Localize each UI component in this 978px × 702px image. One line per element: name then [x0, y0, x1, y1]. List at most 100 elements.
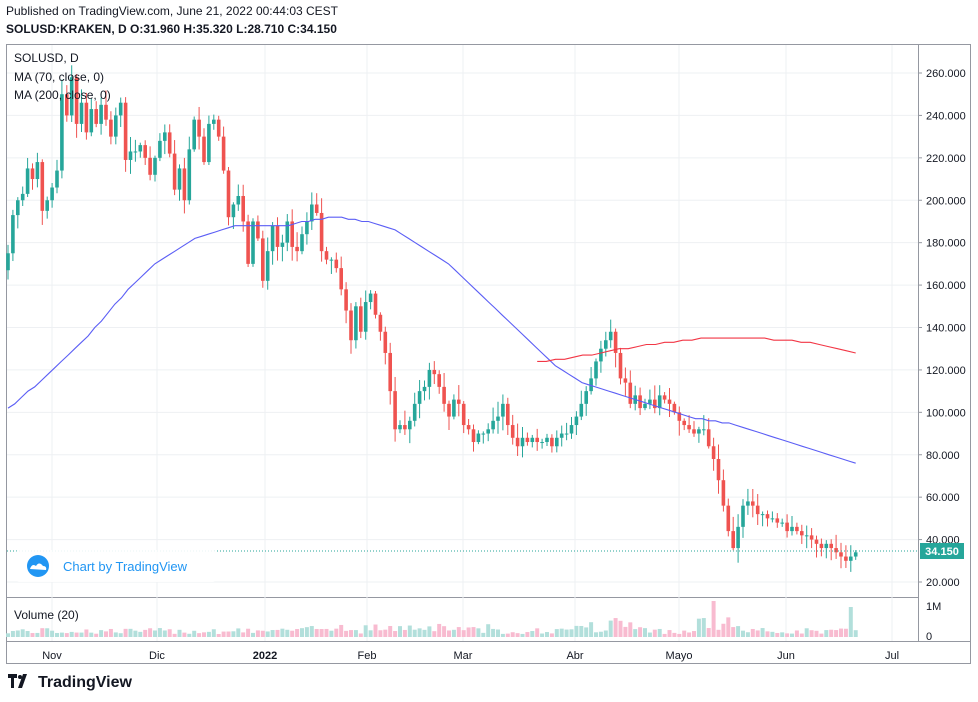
volume-bar [721, 623, 726, 637]
volume-bar [255, 630, 260, 637]
candle-body [550, 437, 554, 447]
candle-body [285, 221, 290, 243]
volume-bar [260, 630, 265, 637]
volume-bar [711, 601, 716, 637]
candle-body [760, 514, 765, 516]
volume-tick-label: 0 [926, 631, 932, 643]
candle-body [697, 429, 701, 434]
x-tick-label: 2022 [253, 650, 277, 662]
candle-body [65, 94, 69, 116]
candle-body [172, 153, 177, 190]
volume-bar [309, 626, 314, 637]
volume-bar [10, 630, 15, 637]
candle-body [569, 425, 574, 434]
volume-bar [741, 630, 745, 637]
candle-body [143, 145, 147, 158]
last-price-tag [920, 543, 964, 559]
volume-bar [843, 628, 848, 637]
candle-body [834, 548, 838, 553]
candle-body [427, 369, 432, 387]
volume-bar [412, 629, 417, 637]
candle-body [452, 399, 456, 417]
candle-body [824, 543, 829, 549]
ma70-line [7, 216, 856, 464]
candle-body [403, 425, 407, 430]
candle-body [466, 425, 471, 430]
candle-body [457, 399, 461, 404]
volume-bar [584, 627, 589, 637]
candle-body [486, 429, 490, 434]
volume-bar [172, 633, 177, 637]
volume-bar [182, 632, 187, 637]
volume-bar [750, 628, 755, 637]
volume-bar [15, 630, 20, 637]
candle-body [398, 425, 402, 430]
volume-bar [300, 628, 304, 637]
volume-bar [696, 618, 701, 637]
volume-bar [652, 629, 657, 637]
volume-bar [50, 630, 55, 637]
candle-body [138, 145, 143, 152]
price-chart[interactable]: 20.00040.00060.00080.000100.000120.00014… [0, 0, 978, 670]
candle-body [158, 140, 162, 158]
candle-body [177, 168, 182, 190]
volume-bar [143, 629, 148, 637]
volume-bar [128, 628, 133, 637]
volume-bar [848, 607, 853, 637]
time-axis: Nov Dic 2022 Feb Mar Abr Mayo Jun Jul [42, 650, 899, 662]
candle-body [192, 119, 196, 150]
volume-bar [549, 633, 554, 637]
candle-body [148, 157, 152, 175]
volume-bar [589, 622, 594, 637]
volume-bar [422, 629, 427, 637]
volume-bar [785, 633, 790, 637]
candle-body [290, 221, 294, 247]
candle-body [412, 403, 417, 421]
volume-bar [167, 629, 172, 637]
candle-body [417, 391, 422, 404]
candle-body [280, 242, 285, 247]
volume-bar [682, 630, 687, 637]
candle-body [751, 501, 755, 506]
volume-bar [804, 628, 809, 637]
candle-body [530, 437, 535, 443]
candle-body [275, 225, 280, 247]
tradingview-logo-icon [8, 674, 32, 692]
candle-body [437, 374, 441, 387]
volume-bar [373, 624, 378, 637]
volume-bar [853, 630, 858, 637]
volume-bar [84, 629, 89, 637]
volume-bar [579, 625, 584, 637]
candle-body [849, 556, 853, 561]
y-tick-label: 260.000 [926, 68, 966, 80]
candle-body [359, 306, 363, 332]
volume-bar [755, 630, 760, 637]
candle-body [555, 437, 559, 447]
watermark: Chart by TradingView [16, 550, 216, 582]
volume-bar [496, 629, 500, 637]
candle-body [55, 170, 59, 188]
volume-bar [638, 627, 643, 637]
volume-bar [226, 631, 231, 637]
volume-bar [153, 630, 157, 637]
y-tick-label: 240.000 [926, 110, 966, 122]
candle-body [672, 403, 677, 413]
candle-body [20, 193, 25, 201]
close-label: C: [287, 22, 301, 36]
volume-bar [598, 631, 603, 637]
candle-body [241, 196, 245, 222]
volume-bar [829, 629, 834, 637]
candle-body [11, 215, 15, 254]
volume-bar [540, 633, 545, 637]
candle-body [334, 259, 339, 269]
volume-bar [45, 628, 50, 637]
high-label: H: [183, 22, 197, 36]
candle-body [368, 293, 373, 303]
volume-bar [304, 627, 309, 637]
candle-body [584, 391, 588, 404]
candle-body [535, 437, 539, 443]
ma200-line [537, 337, 856, 362]
candle-body [515, 437, 520, 447]
candle-body [741, 505, 745, 527]
volume-bar [221, 631, 226, 637]
